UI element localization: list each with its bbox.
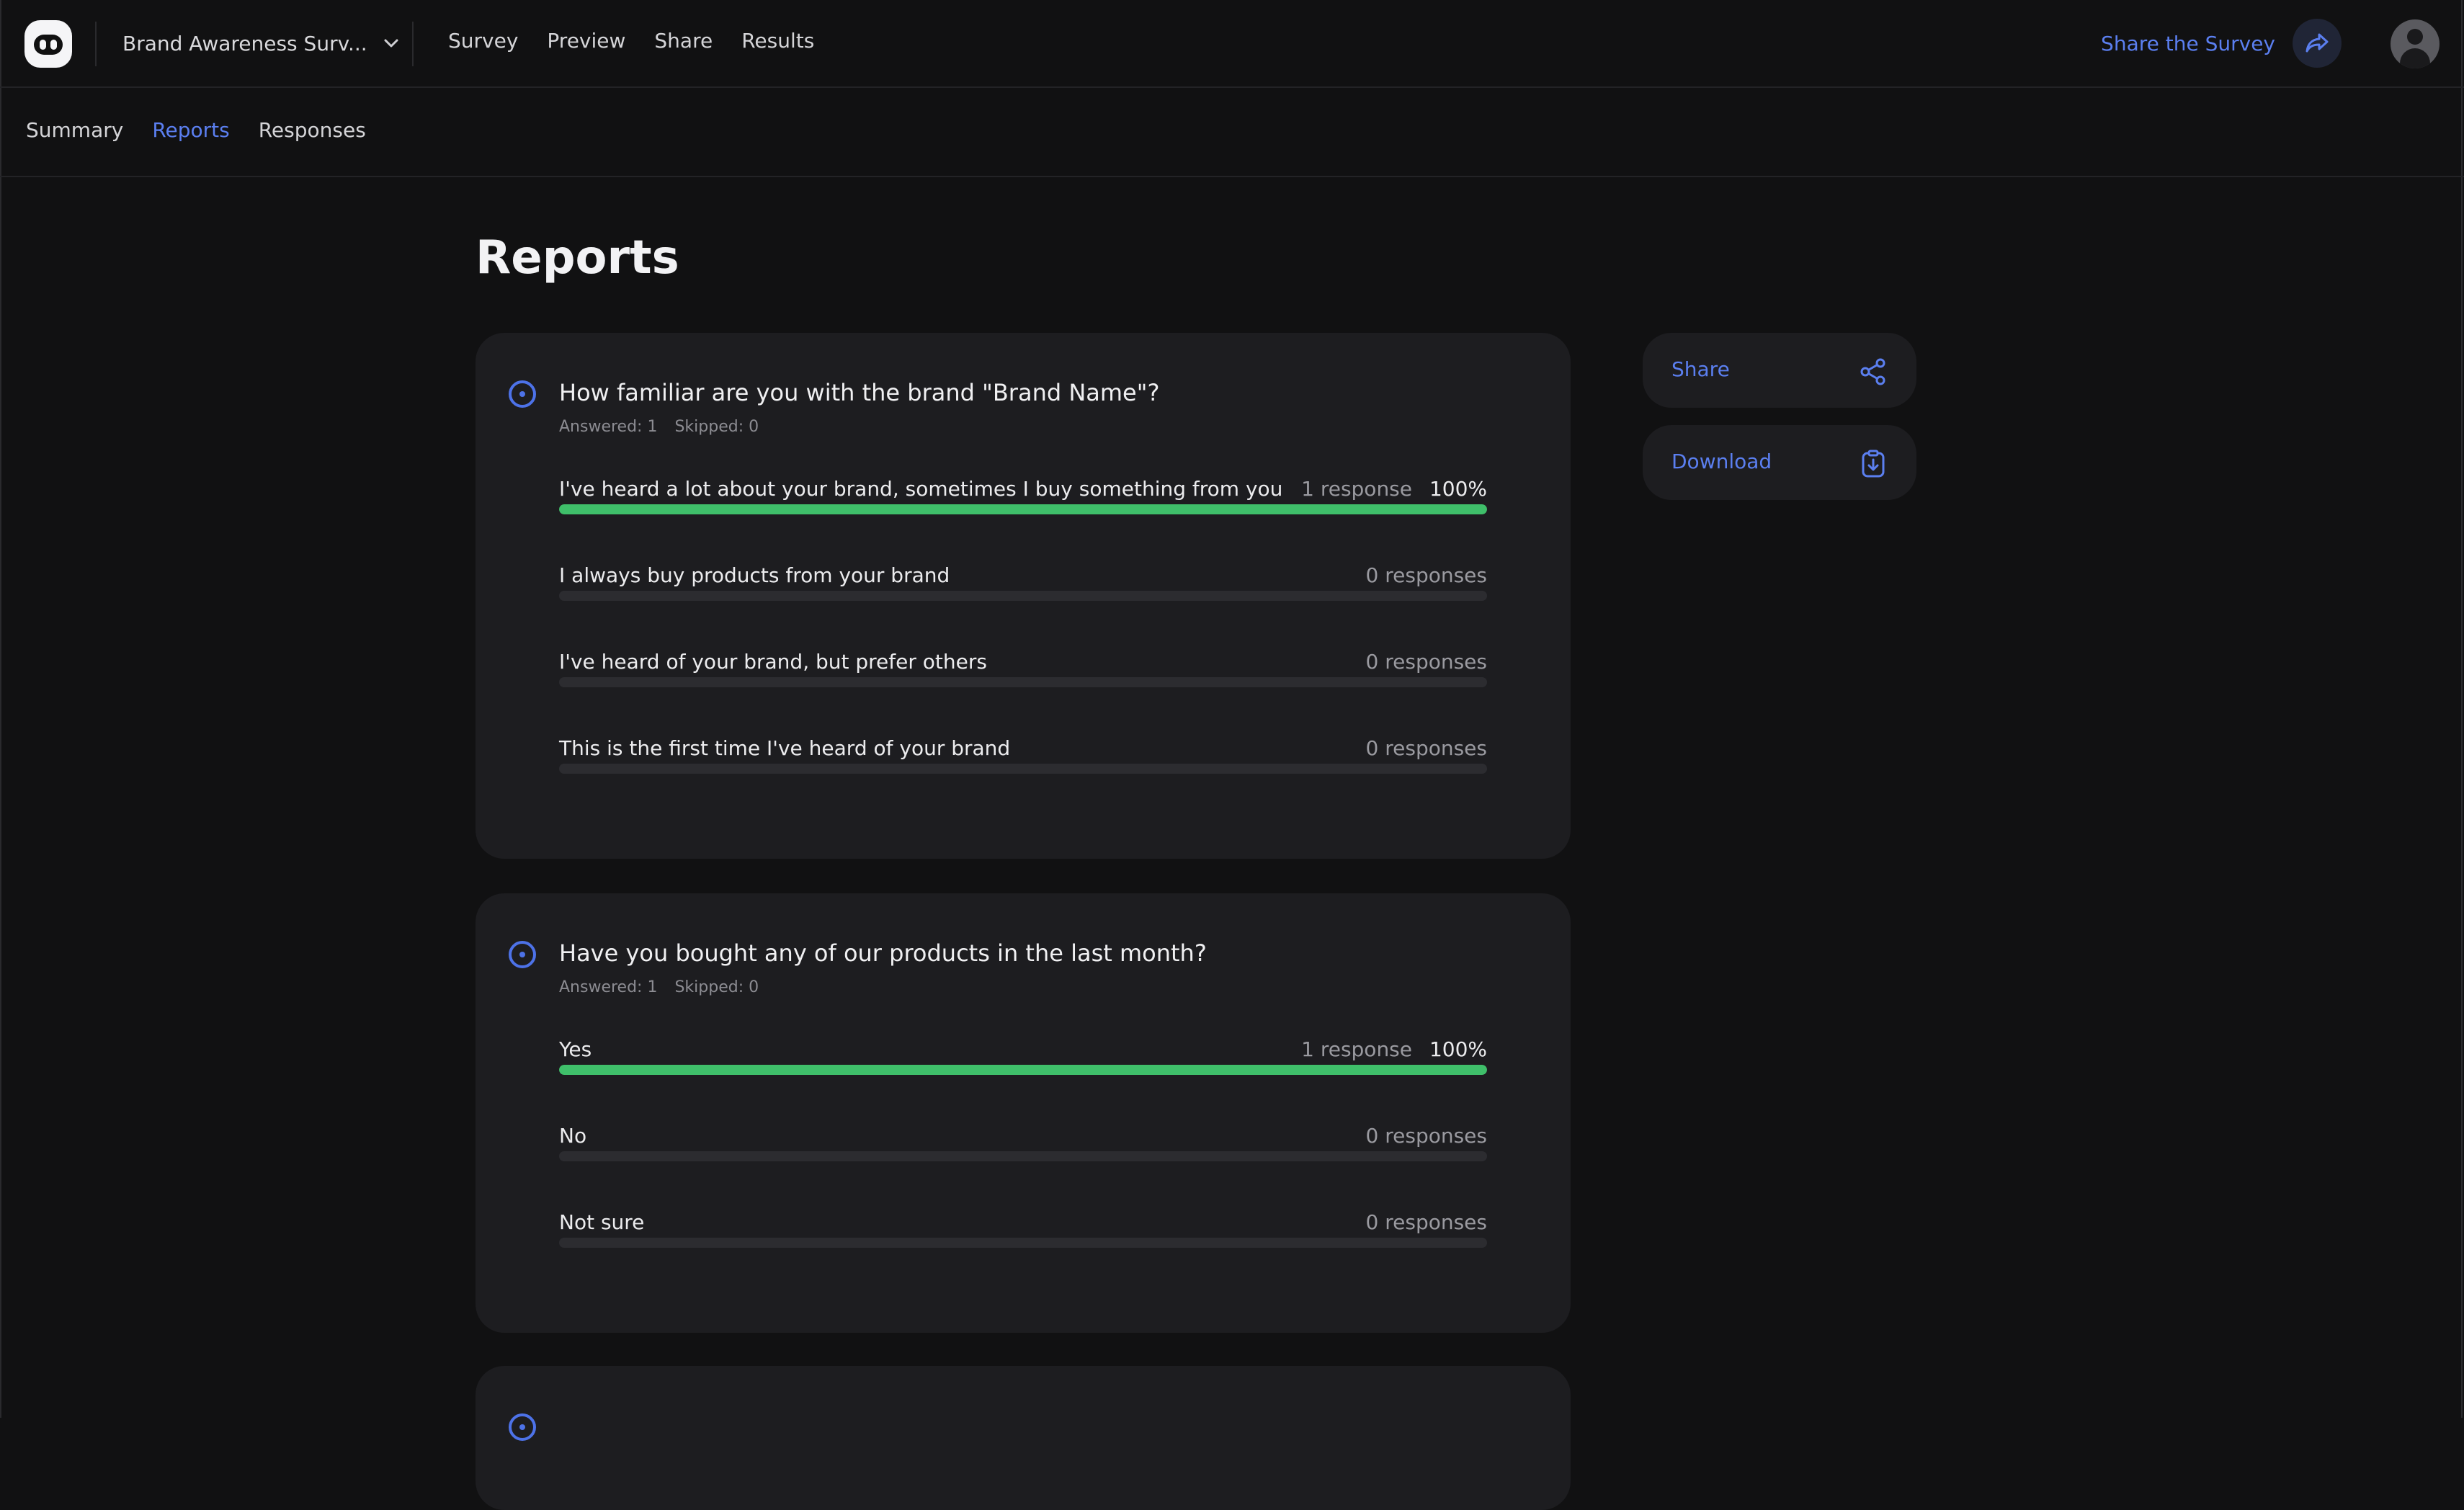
sub-nav: Summary Reports Responses [0, 88, 2464, 177]
skipped-count: Skipped: 0 [674, 418, 759, 436]
main-tabs: Survey Preview Share Results [448, 29, 814, 53]
option-label: I've heard a lot about your brand, somet… [559, 477, 1283, 501]
tab-survey[interactable]: Survey [448, 29, 519, 53]
share-arrow-icon [2293, 19, 2342, 68]
option-label: Yes [559, 1037, 592, 1061]
option-label: I've heard of your brand, but prefer oth… [559, 650, 987, 674]
tab-share[interactable]: Share [654, 29, 713, 53]
radio-question-icon [509, 380, 536, 408]
app-frame [0, 0, 2463, 1418]
answer-option: I've heard a lot about your brand, somet… [559, 477, 1487, 527]
option-count: 0 responses [1365, 650, 1487, 674]
share-nodes-icon [1860, 358, 1885, 385]
answer-option: Yes 1 response 100% [559, 1037, 1487, 1088]
answer-option: Not sure 0 responses [559, 1210, 1487, 1261]
answer-option: No 0 responses [559, 1124, 1487, 1174]
share-label: Share [1671, 357, 1730, 381]
option-label: Not sure [559, 1210, 645, 1234]
option-percent: 100% [1429, 1037, 1487, 1061]
tab-results[interactable]: Results [741, 29, 815, 53]
answered-count: Answered: 1 [559, 978, 658, 996]
question-title: Have you bought any of our products in t… [559, 939, 1207, 967]
question-title: How familiar are you with the brand "Bra… [559, 379, 1160, 406]
skipped-count: Skipped: 0 [674, 978, 759, 996]
option-count: 0 responses [1365, 736, 1487, 760]
question-meta: Answered: 1 Skipped: 0 [559, 418, 759, 436]
answered-count: Answered: 1 [559, 418, 658, 436]
progress-track [559, 591, 1487, 601]
progress-track [559, 1065, 1487, 1075]
answer-option: I always buy products from your brand 0 … [559, 563, 1487, 614]
option-count: 1 response [1301, 477, 1412, 501]
option-count: 0 responses [1365, 563, 1487, 587]
option-label: I always buy products from your brand [559, 563, 950, 587]
question-meta: Answered: 1 Skipped: 0 [559, 978, 759, 996]
radio-question-icon [509, 941, 536, 968]
top-nav: Brand Awareness Surv... Survey Preview S… [0, 0, 2464, 88]
tab-preview[interactable]: Preview [547, 29, 626, 53]
option-percent: 100% [1429, 477, 1487, 501]
download-clipboard-icon [1862, 450, 1885, 478]
progress-track [559, 1238, 1487, 1248]
divider [95, 22, 97, 66]
question-card: How familiar are you with the brand "Bra… [476, 333, 1571, 859]
option-count: 0 responses [1365, 1210, 1487, 1234]
progress-fill [559, 504, 1487, 514]
progress-track [559, 764, 1487, 774]
option-count: 1 response [1301, 1037, 1412, 1061]
radio-question-icon [509, 1413, 536, 1441]
progress-track [559, 677, 1487, 687]
share-survey-button[interactable]: Share the Survey [2101, 19, 2342, 68]
option-count: 0 responses [1365, 1124, 1487, 1148]
question-card [476, 1366, 1571, 1510]
download-label: Download [1671, 450, 1772, 473]
app-logo-icon[interactable] [24, 20, 72, 68]
tab-responses[interactable]: Responses [258, 118, 366, 142]
divider [412, 22, 414, 66]
progress-track [559, 1151, 1487, 1161]
answer-option: This is the first time I've heard of you… [559, 736, 1487, 787]
survey-name: Brand Awareness Surv... [122, 31, 367, 55]
answer-option: I've heard of your brand, but prefer oth… [559, 650, 1487, 700]
survey-selector[interactable]: Brand Awareness Surv... [122, 29, 399, 58]
chevron-down-icon [384, 39, 398, 48]
share-report-button[interactable]: Share [1643, 333, 1916, 408]
avatar[interactable] [2391, 19, 2440, 68]
option-label: No [559, 1124, 587, 1148]
progress-track [559, 504, 1487, 514]
question-card: Have you bought any of our products in t… [476, 893, 1571, 1333]
option-label: This is the first time I've heard of you… [559, 736, 1011, 760]
progress-fill [559, 1065, 1487, 1075]
tab-reports[interactable]: Reports [152, 118, 230, 142]
page-title: Reports [476, 231, 679, 285]
share-survey-label: Share the Survey [2101, 31, 2275, 55]
tab-summary[interactable]: Summary [26, 118, 124, 142]
download-report-button[interactable]: Download [1643, 425, 1916, 500]
